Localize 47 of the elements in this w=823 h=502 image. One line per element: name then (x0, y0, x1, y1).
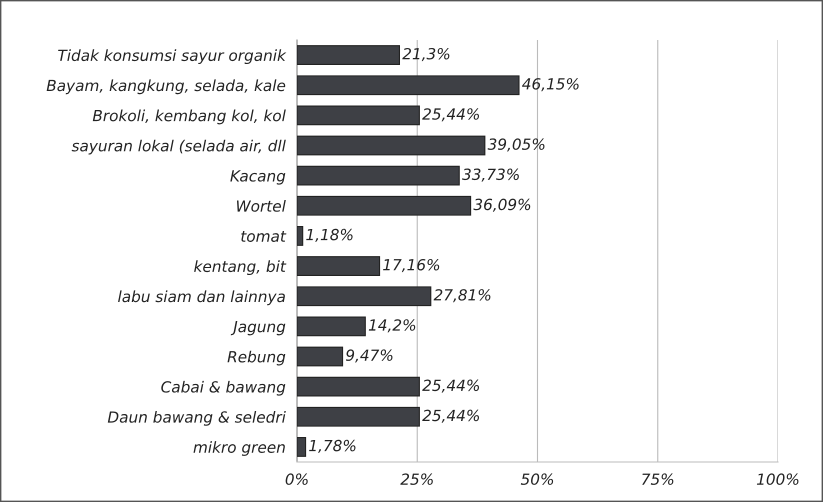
x-tick-label: 100% (756, 473, 798, 485)
y-tick-label: labu siam dan lainnya (118, 290, 285, 306)
data-label: 1,18% (306, 228, 353, 242)
y-tick-label: sayuran lokal (selada air, dll (72, 140, 286, 154)
data-label: 25,44% (422, 410, 480, 423)
data-label: 1,78% (309, 440, 356, 453)
y-tick-label: Kacang (230, 170, 286, 185)
data-label: 25,44% (422, 380, 480, 393)
data-label: 39,05% (488, 138, 544, 152)
bar (297, 406, 420, 427)
bar (297, 166, 460, 186)
bar (297, 376, 420, 397)
y-tick-label: Brokoli, kembang kol, kol (92, 110, 286, 124)
data-label: 17,16% (383, 258, 440, 272)
y-tick-label: Rebung (228, 350, 286, 366)
bar (297, 196, 472, 216)
data-label: 25,44% (422, 108, 480, 122)
bar (297, 136, 486, 156)
y-tick-label: Bayam, kangkung, selada, kale (46, 79, 286, 94)
y-tick-label: Tidak konsumsi sayur organik (58, 49, 286, 64)
y-tick-label: kentang, bit (194, 260, 286, 276)
x-tick-label: 75% (642, 473, 674, 485)
x-tick-label: 25% (400, 473, 433, 485)
data-label: 21,3% (402, 48, 450, 62)
data-label: 33,73% (462, 168, 519, 182)
x-tick-label: 50% (520, 473, 554, 485)
y-tick-label: Daun bawang & seledri (108, 410, 286, 426)
y-tick-label: Jagung (230, 321, 286, 336)
data-label: 27,81% (434, 289, 490, 302)
bar (297, 286, 432, 306)
bar (297, 437, 306, 457)
data-label: 14,2% (368, 319, 416, 332)
x-tick-label: 0% (286, 473, 308, 485)
data-label: 36,09% (473, 198, 530, 212)
bar (297, 316, 366, 336)
y-tick-label: Wortel (236, 200, 286, 212)
data-label: 9,47% (346, 349, 392, 362)
bar (297, 346, 344, 366)
bar (297, 256, 380, 276)
bar (297, 75, 520, 96)
y-tick-label: mikro green (194, 441, 285, 456)
bar (297, 45, 400, 65)
data-label: 46,15% (522, 78, 579, 92)
y-tick-label: Cabai & bawang (161, 380, 286, 396)
bar (297, 226, 304, 246)
y-tick-label: tomat (241, 231, 286, 242)
bar (297, 105, 420, 126)
